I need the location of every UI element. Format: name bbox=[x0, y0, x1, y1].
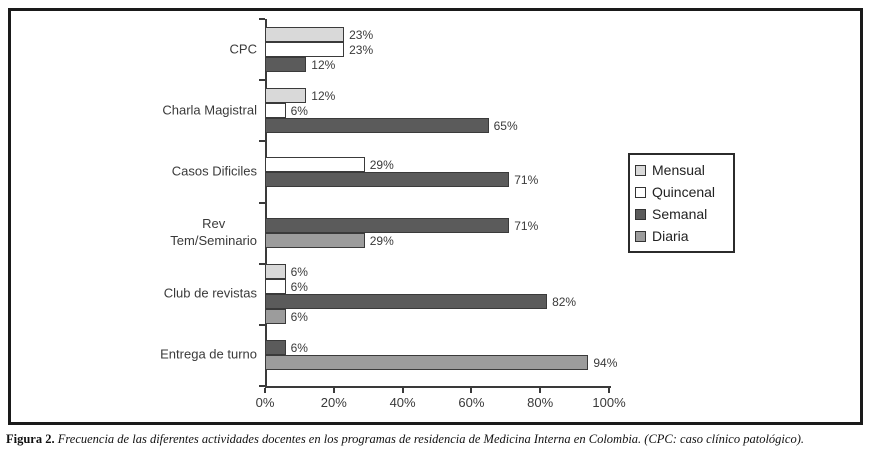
y-axis-tick bbox=[259, 262, 265, 265]
category-label: Entrega de turno bbox=[160, 346, 257, 362]
category-label: CPC bbox=[229, 41, 257, 57]
bar-value-label: 71% bbox=[514, 219, 539, 234]
legend-item-quincenal: Quincenal bbox=[635, 183, 728, 201]
x-axis-tick-label: 60% bbox=[458, 395, 485, 410]
bar-value-label: 29% bbox=[369, 234, 394, 249]
category-label: Rev Tem/Seminario bbox=[170, 216, 257, 249]
y-axis-tick bbox=[259, 140, 265, 143]
x-axis-tick-label: 0% bbox=[255, 395, 275, 410]
bar-value-label: 23% bbox=[349, 28, 374, 43]
bar-diaria bbox=[265, 233, 365, 249]
legend-label: Semanal bbox=[652, 206, 708, 222]
bar-quincenal bbox=[265, 103, 286, 119]
x-axis-tick-label: 40% bbox=[389, 395, 416, 410]
chart-plot-area: 0% 20% 40% 60% 80% 100% CPC 23% 23% 12% Charla Mag… bbox=[11, 11, 860, 422]
bar-value-label: 94% bbox=[593, 356, 618, 371]
bar-value-label: 71% bbox=[514, 172, 539, 187]
figure-frame: 0% 20% 40% 60% 80% 100% CPC 23% 23% 12% Charla Mag… bbox=[8, 8, 863, 425]
x-axis-tick-label: 20% bbox=[320, 395, 347, 410]
legend-swatch-icon bbox=[635, 164, 646, 176]
bar-value-label: 29% bbox=[369, 157, 394, 172]
bar-value-label: 82% bbox=[552, 295, 577, 310]
y-axis-line bbox=[265, 19, 267, 388]
x-axis-tick-label: 100% bbox=[592, 395, 626, 410]
bar-value-label: 6% bbox=[290, 310, 308, 325]
bar-diaria bbox=[265, 355, 589, 371]
bar-quincenal bbox=[265, 279, 286, 295]
legend-label: Quincenal bbox=[652, 184, 716, 200]
bar-mensual bbox=[265, 264, 286, 280]
bar-value-label: 6% bbox=[290, 265, 308, 280]
category-label: Club de revistas bbox=[163, 285, 257, 301]
bar-value-label: 6% bbox=[290, 341, 308, 356]
legend-item-semanal: Semanal bbox=[635, 205, 728, 223]
bar-quincenal bbox=[265, 42, 345, 58]
x-axis-tick bbox=[332, 388, 335, 393]
category-label: Casos Dificiles bbox=[171, 163, 257, 179]
legend-label: Mensual bbox=[652, 162, 705, 178]
x-axis-tick bbox=[470, 388, 473, 393]
y-axis-tick bbox=[259, 385, 265, 387]
x-axis-tick-label: 80% bbox=[527, 395, 554, 410]
bar-value-label: 12% bbox=[311, 58, 336, 73]
bar-diaria bbox=[265, 309, 286, 325]
legend-swatch-icon bbox=[635, 208, 646, 220]
bar-value-label: 6% bbox=[290, 104, 308, 119]
bar-semanal bbox=[265, 171, 510, 187]
caption-label: Figura 2. bbox=[6, 432, 55, 446]
caption-text: Frecuencia de las diferentes actividades… bbox=[54, 432, 804, 446]
x-axis-tick bbox=[608, 388, 610, 393]
bar-semanal bbox=[265, 218, 510, 234]
legend-item-diaria: Diaria bbox=[635, 227, 728, 245]
x-axis-line bbox=[265, 386, 611, 388]
y-axis-tick bbox=[259, 201, 265, 204]
x-axis-tick bbox=[264, 388, 266, 393]
bar-semanal bbox=[265, 57, 307, 73]
bar-value-label: 65% bbox=[493, 119, 518, 134]
category-label: Charla Magistral bbox=[162, 102, 257, 118]
chart-legend: Mensual Quincenal Semanal Diaria bbox=[628, 153, 735, 253]
bar-value-label: 12% bbox=[311, 89, 336, 104]
y-axis-tick bbox=[259, 79, 265, 82]
bar-mensual bbox=[265, 88, 307, 104]
bar-value-label: 6% bbox=[290, 280, 308, 295]
legend-item-mensual: Mensual bbox=[635, 161, 728, 179]
x-axis-tick bbox=[401, 388, 404, 393]
x-axis-tick bbox=[539, 388, 542, 393]
bar-quincenal bbox=[265, 156, 365, 172]
legend-label: Diaria bbox=[652, 228, 689, 244]
bar-semanal bbox=[265, 118, 489, 134]
bar-semanal bbox=[265, 294, 548, 310]
legend-swatch-icon bbox=[635, 230, 646, 242]
bar-value-label: 23% bbox=[349, 43, 374, 58]
figure-caption: Figura 2. Frecuencia de las diferentes a… bbox=[6, 432, 868, 447]
legend-swatch-icon bbox=[635, 186, 646, 198]
bar-semanal bbox=[265, 340, 286, 356]
y-axis-tick bbox=[259, 323, 265, 326]
y-axis-tick bbox=[259, 18, 265, 20]
bar-mensual bbox=[265, 27, 345, 43]
